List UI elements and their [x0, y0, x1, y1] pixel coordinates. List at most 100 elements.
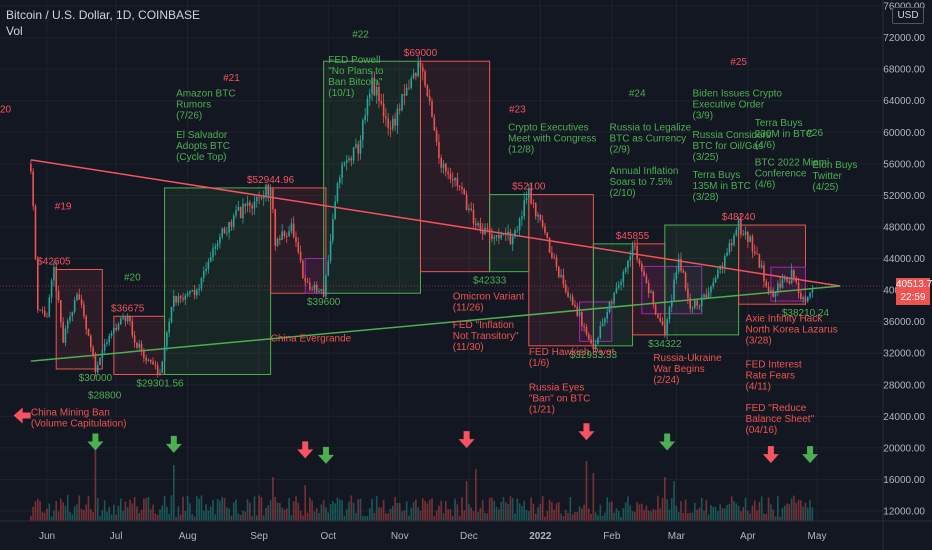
time-tick-label: Oct	[320, 531, 336, 542]
event-annotation-line: Terra Buys	[755, 118, 803, 129]
candle-body	[673, 279, 675, 301]
candle-body	[152, 361, 154, 365]
volume-bar	[548, 499, 551, 521]
candle-body	[269, 188, 272, 196]
candle-body	[189, 291, 191, 294]
volume-bar	[488, 497, 491, 521]
candle-body	[802, 297, 804, 300]
event-annotation: BTC 2022 Miami Conference (4/6)	[755, 157, 829, 190]
last-price: 40513.72	[896, 279, 932, 290]
volume-bar	[507, 504, 509, 521]
price-label: $52100	[512, 182, 546, 193]
candle-body	[571, 296, 574, 305]
candle-body	[758, 253, 761, 268]
candle-body	[113, 327, 115, 334]
currency-button[interactable]: USD	[892, 7, 924, 24]
price-tick-label: 36000.00	[883, 317, 925, 328]
volume-bar	[36, 498, 39, 521]
volume-bar	[64, 505, 67, 521]
price-label: $38210.24	[782, 308, 830, 319]
volume-bar	[242, 510, 244, 521]
volume-bar	[96, 498, 99, 521]
volume-bar	[419, 510, 422, 521]
candle-body	[276, 238, 279, 246]
candle-body	[675, 271, 678, 280]
volume-bar	[650, 511, 652, 521]
candle-body	[585, 326, 588, 334]
candle-body	[191, 290, 194, 292]
time-axis[interactable]: Jun Jul Aug Sep Oct Nov Dec 2022 Feb Mar Apr May	[39, 531, 827, 542]
event-annotation: Axie Infinity Hack North Korea Lazarus (3/…	[746, 314, 838, 347]
volume-bar	[382, 500, 385, 521]
candle-body	[574, 304, 576, 307]
volume-bar	[237, 513, 240, 521]
candle-body	[170, 306, 173, 322]
volume-bar	[124, 501, 127, 521]
volume-bar	[774, 516, 777, 521]
candle-body	[737, 219, 740, 231]
candle-body	[36, 258, 39, 310]
volume-bar	[657, 495, 659, 521]
volume-bar	[274, 496, 277, 521]
volume-bar	[246, 499, 249, 521]
candle-body	[788, 281, 791, 284]
candle-body	[53, 266, 55, 281]
candle-body	[232, 215, 235, 227]
volume-bar	[196, 496, 198, 521]
volume-bar	[172, 465, 175, 521]
candle-body	[431, 101, 433, 118]
volume-bar	[735, 503, 738, 521]
volume-bar	[394, 497, 396, 521]
candle-body	[521, 216, 523, 219]
candle-body	[719, 265, 721, 271]
volume-bar	[249, 502, 251, 521]
candle-body	[249, 202, 251, 206]
candle-body	[617, 284, 620, 288]
volume-bar	[55, 500, 58, 521]
volume-bar	[666, 499, 668, 521]
volume-bar	[806, 507, 809, 521]
volume-bar	[129, 499, 131, 521]
candle-body	[313, 284, 316, 290]
volume-bar	[770, 504, 772, 521]
volume-bar	[348, 501, 350, 521]
candle-body	[700, 296, 703, 307]
volume-bar	[590, 514, 592, 521]
volume-bar	[668, 509, 671, 521]
volume-indicator-label[interactable]: Vol	[6, 24, 23, 38]
volume-bar	[659, 508, 662, 521]
volume-bar	[461, 497, 463, 521]
volume-bar	[313, 511, 316, 521]
candle-body	[449, 173, 452, 180]
down-arrow-icon	[458, 431, 475, 449]
candle-body	[364, 115, 366, 121]
volume-bar	[368, 508, 371, 521]
volume-bar	[710, 505, 712, 521]
candle-body	[435, 130, 438, 142]
volume-bar	[311, 500, 313, 521]
candle-body	[207, 261, 210, 269]
candle-body	[806, 297, 809, 302]
volume-bar	[569, 496, 572, 521]
event-annotation: Terra Buys 135M in BTC (3/28)	[693, 170, 751, 203]
volume-bar	[664, 477, 666, 521]
candle-body	[606, 311, 609, 319]
event-annotation-line: (11/26)	[453, 303, 484, 314]
candle-body	[336, 183, 339, 202]
price-tick-label: 60000.00	[883, 128, 925, 139]
volume-bar	[484, 512, 486, 521]
price-tick-label: 68000.00	[883, 65, 925, 76]
event-annotation-line: China Mining Ban	[31, 408, 110, 419]
price-tick-label: 64000.00	[883, 96, 925, 107]
candle-body	[664, 324, 666, 336]
volume-bar	[654, 509, 657, 521]
event-annotation-line: "No Plans to	[328, 66, 384, 77]
candle-body	[498, 235, 500, 239]
volume-bar	[89, 509, 92, 521]
volume-bar	[260, 497, 263, 521]
event-annotation-line: China Evergrande	[271, 333, 352, 344]
candle-body	[30, 163, 32, 172]
candle-body	[703, 294, 705, 297]
candle-body	[62, 322, 64, 343]
